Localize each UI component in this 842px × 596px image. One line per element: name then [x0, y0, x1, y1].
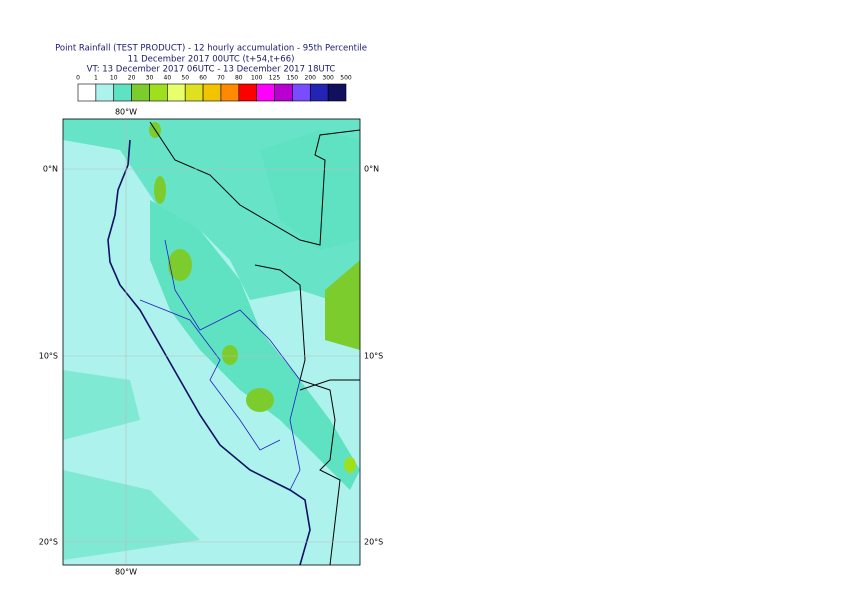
legend-swatch [292, 83, 311, 102]
legend-swatch [184, 83, 204, 102]
legend-label: 200 [305, 75, 317, 82]
legend-label: 80 [235, 75, 243, 82]
legend-swatch [131, 83, 150, 102]
legend-swatch [77, 83, 97, 102]
legend-label: 30 [146, 75, 154, 82]
lat-label: 10°S [364, 352, 383, 361]
lon-label: 80°W [115, 568, 137, 577]
legend-swatch [220, 83, 240, 102]
legend-swatch [274, 83, 293, 102]
map-frame [62, 118, 361, 566]
legend-swatch [113, 83, 132, 102]
legend-label: 100 [251, 75, 263, 82]
legend-label: 60 [199, 75, 207, 82]
legend-swatch [309, 83, 329, 102]
lat-label: 10°S [39, 352, 58, 361]
lat-label: 0°N [43, 165, 58, 174]
legend-label: 0 [76, 75, 80, 82]
legend-label: 40 [164, 75, 172, 82]
lon-label: 80°W [115, 108, 137, 117]
legend-swatch [167, 83, 186, 102]
legend-label: 50 [181, 75, 189, 82]
lat-label: 0°N [364, 165, 379, 174]
legend-label: 125 [269, 75, 281, 82]
map: 80°W 80°W 0°N 0°N 10°S 10°S 20°S 20°S [39, 108, 384, 577]
lat-label: 20°S [364, 538, 383, 547]
title-line: Point Rainfall (TEST PRODUCT) - 12 hourl… [55, 44, 367, 54]
legend-swatch [256, 83, 275, 102]
legend-swatch [95, 83, 115, 102]
title-line: VT: 13 December 2017 06UTC - 13 December… [87, 65, 336, 75]
legend-swatch [238, 83, 257, 102]
legend-swatch [327, 83, 347, 102]
legend-label: 150 [287, 75, 299, 82]
rain-field [63, 119, 360, 560]
legend: 0 1 10 20 30 40 50 60 70 80 100 125 150 200 300 500 [76, 75, 352, 102]
legend-label: 1 [94, 75, 98, 82]
legend-label: 300 [322, 75, 334, 82]
legend-label: 20 [128, 75, 136, 82]
boundaries [63, 119, 360, 565]
lat-label: 20°S [39, 538, 58, 547]
legend-swatch [202, 83, 222, 102]
legend-label: 70 [217, 75, 225, 82]
title-line: 11 December 2017 00UTC (t+54,t+66) [128, 55, 295, 65]
legend-label: 500 [340, 75, 352, 82]
legend-label: 10 [110, 75, 118, 82]
legend-swatch [149, 83, 168, 102]
